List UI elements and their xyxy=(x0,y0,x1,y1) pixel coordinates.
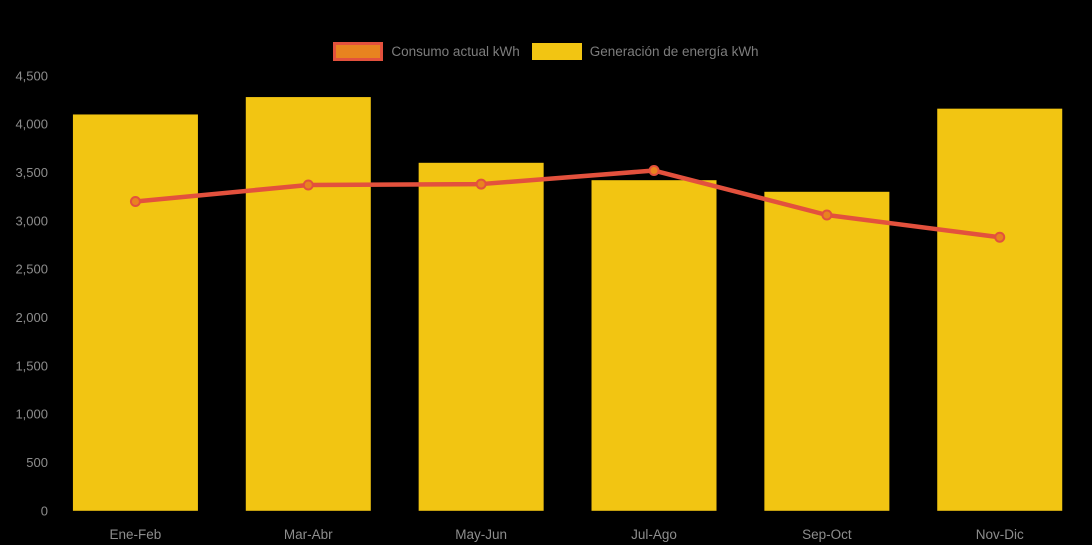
x-axis-label-ene-feb: Ene-Feb xyxy=(110,527,162,542)
consumo-line[interactable] xyxy=(133,168,1002,240)
legend-swatch-bar-icon xyxy=(531,43,582,60)
bar-ene-feb[interactable] xyxy=(72,114,198,511)
legend-item-consumo[interactable]: Consumo actual kWh xyxy=(333,42,520,61)
line-marker-mar-abr[interactable] xyxy=(302,179,314,191)
line-marker-sep-oct[interactable] xyxy=(821,209,833,221)
legend-label-consumo: Consumo actual kWh xyxy=(391,44,520,59)
legend-label-generacion: Generación de energía kWh xyxy=(589,44,759,59)
y-axis-tick-label: 500 xyxy=(26,455,48,470)
bar-sep-oct[interactable] xyxy=(764,191,890,511)
line-marker-ene-feb[interactable] xyxy=(129,195,141,207)
x-axis-label-jul-ago: Jul-Ago xyxy=(631,527,677,542)
chart-legend: Consumo actual kWh Generación de energía… xyxy=(0,42,1092,61)
y-axis-tick-label: 2,500 xyxy=(15,262,48,277)
legend-item-generacion[interactable]: Generación de energía kWh xyxy=(531,43,759,60)
x-axis-label-mar-abr: Mar-Abr xyxy=(284,527,333,542)
y-axis-tick-label: 1,500 xyxy=(15,358,48,373)
bar-nov-dic[interactable] xyxy=(937,108,1063,511)
bar-mar-abr[interactable] xyxy=(245,97,371,511)
y-axis-tick-label: 3,000 xyxy=(15,213,48,228)
line-marker-may-jun[interactable] xyxy=(475,178,487,190)
y-axis-tick-label: 2,000 xyxy=(15,310,48,325)
legend-swatch-line-icon xyxy=(333,42,384,61)
bar-may-jun[interactable] xyxy=(418,162,544,511)
x-axis-label-may-jun: May-Jun xyxy=(455,527,507,542)
x-axis-label-sep-oct: Sep-Oct xyxy=(802,527,852,542)
line-marker-nov-dic[interactable] xyxy=(994,231,1006,243)
line-marker-jul-ago[interactable] xyxy=(648,165,660,177)
y-axis-tick-label: 4,500 xyxy=(15,68,48,83)
y-axis-tick-label: 1,000 xyxy=(15,407,48,422)
y-axis-tick-label: 0 xyxy=(41,503,48,518)
y-axis-tick-label: 3,500 xyxy=(15,165,48,180)
x-axis-label-nov-dic: Nov-Dic xyxy=(976,527,1024,542)
bar-jul-ago[interactable] xyxy=(591,180,717,511)
y-axis-tick-label: 4,000 xyxy=(15,117,48,132)
